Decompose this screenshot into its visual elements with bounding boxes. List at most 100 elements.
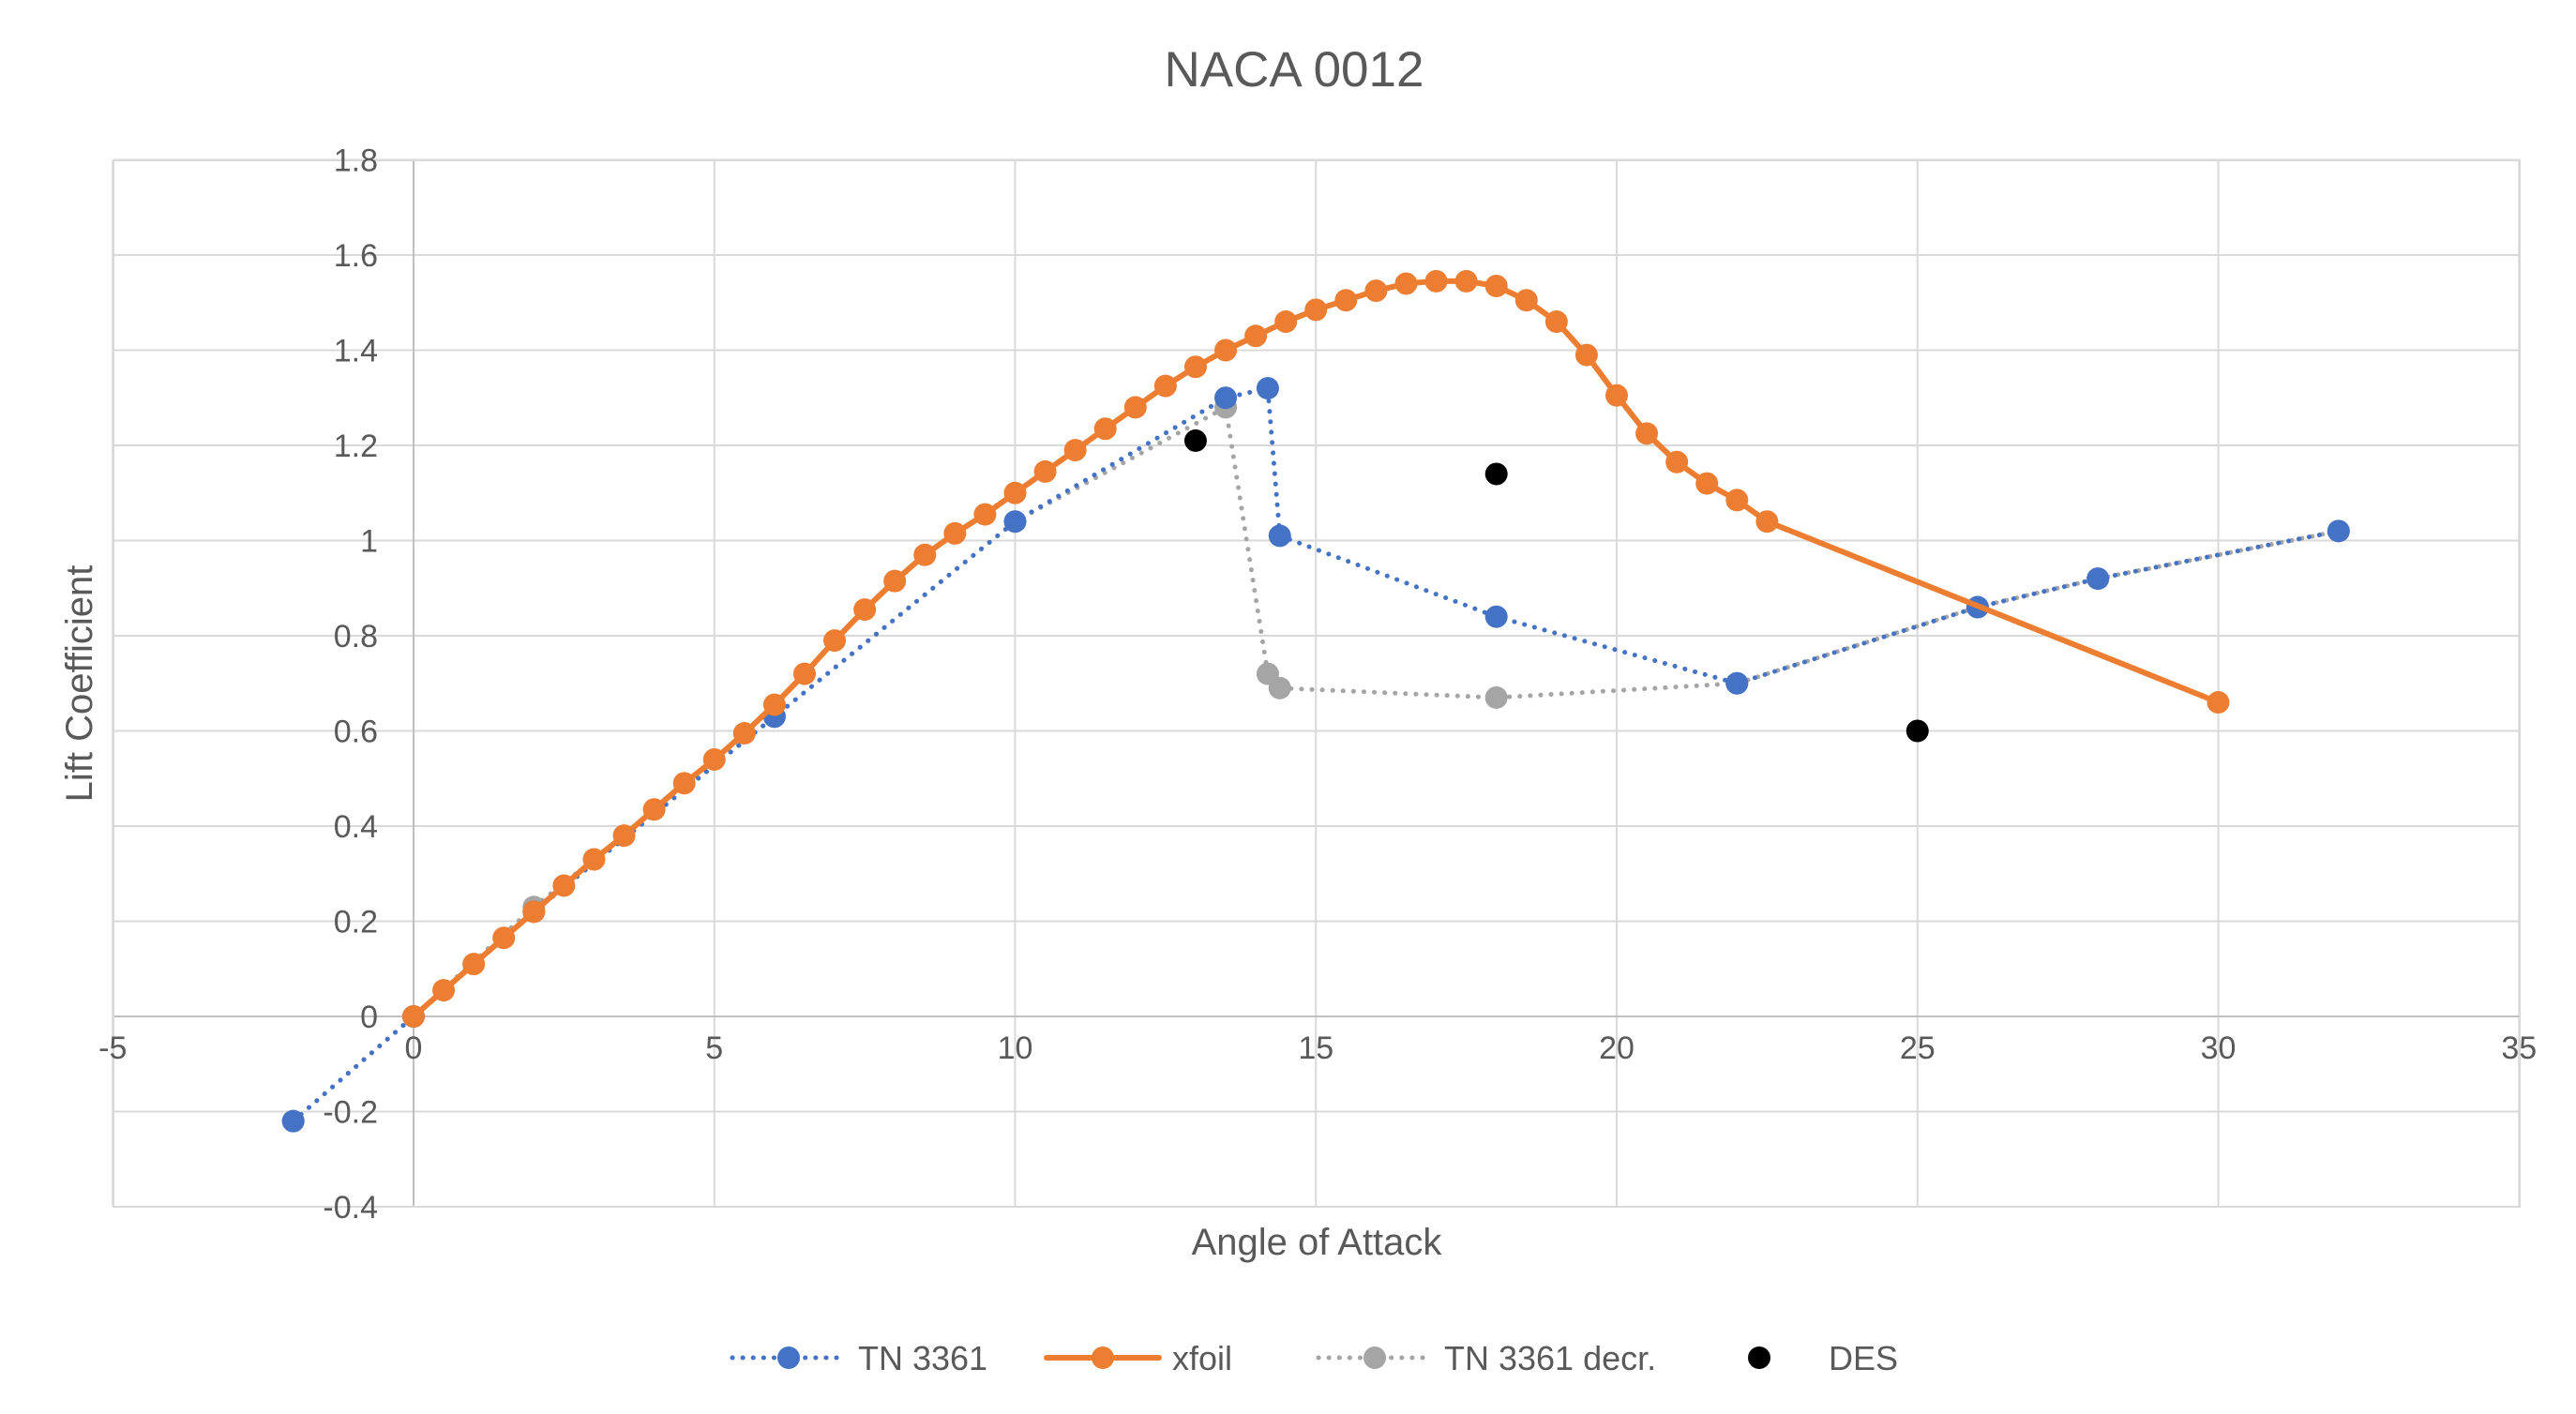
data-point [1635,422,1659,445]
series-group [402,269,2230,1028]
data-point [1268,676,1291,699]
x-tick-label: 20 [1599,1030,1634,1066]
legend-marker [1363,1346,1386,1369]
data-point [1544,310,1568,334]
data-point [1484,462,1508,486]
data-point [492,926,516,950]
data-point [702,747,726,771]
data-point [582,848,606,871]
chart-title: NACA 0012 [1165,42,1424,98]
data-point [1033,459,1057,483]
data-point [612,824,636,848]
y-tick-label: 1.6 [334,238,378,274]
x-tick-label: 10 [998,1030,1033,1066]
data-point [402,1005,425,1028]
y-tick-label: 1 [360,524,378,560]
data-point [973,503,997,526]
legend-label: TN 3361 decr. [1444,1339,1656,1377]
x-tick-label: 5 [705,1030,723,1066]
legend-marker [1092,1346,1114,1369]
data-point [432,979,456,1002]
y-tick-label: -0.4 [323,1190,378,1226]
data-point [522,900,546,924]
data-point [1755,510,1779,534]
y-axis-title: Lift Coefficient [59,565,100,803]
data-point [1256,377,1279,400]
x-tick-label: 25 [1900,1030,1936,1066]
legend-item: TN 3361 [730,1339,987,1377]
y-tick-label: 0.2 [334,905,378,940]
data-point [1063,439,1087,462]
data-point [1304,298,1328,322]
y-tick-label: 0.8 [334,619,378,654]
data-point [1183,429,1207,452]
data-point [1003,481,1027,504]
data-point [883,569,907,593]
data-point [1123,396,1147,419]
data-point [1665,450,1689,474]
data-point [2207,691,2230,715]
data-point [1906,719,1929,743]
data-point [1725,671,1749,695]
data-point [552,874,576,897]
x-axis-title: Angle of Attack [1192,1222,1443,1263]
y-tick-label: -0.2 [323,1095,378,1131]
data-point [762,693,786,716]
legend-label: DES [1829,1339,1898,1377]
data-point [1214,338,1238,362]
data-point [1514,289,1538,312]
data-point [1424,269,1448,293]
data-point [1454,269,1478,293]
data-point [1274,310,1298,334]
data-point [1003,510,1027,534]
legend: TN 3361 xfoil TN 3361 decr. DES [730,1339,1898,1377]
data-point [462,953,486,976]
data-point [1268,524,1291,548]
data-point [943,521,967,545]
x-tick-label: 15 [1298,1030,1333,1066]
data-point [823,629,847,653]
x-tick-label: 30 [2201,1030,2237,1066]
data-point [1214,386,1238,410]
x-tick-label: 35 [2501,1030,2537,1066]
y-tick-label: 1.2 [334,429,378,464]
data-point [1484,274,1508,297]
data-point [1725,489,1749,512]
legend-item: TN 3361 decr. [1316,1339,1656,1377]
y-tick-label: 0.4 [334,809,378,845]
data-point [672,772,696,795]
legend-item: xfoil [1044,1339,1232,1377]
legend-label: TN 3361 [858,1339,987,1377]
series-group [1183,429,1929,743]
gridlines [112,158,2521,1208]
data-point [1093,417,1117,441]
plot-frame [113,159,2521,1208]
data-point [1484,685,1508,709]
data-point [913,543,937,566]
x-tick-label: -5 [98,1030,127,1066]
legend-marker [777,1346,800,1369]
data-point [1605,384,1628,407]
data-point [1153,374,1177,398]
legend-marker [1748,1346,1770,1369]
data-point [1484,605,1508,628]
data-point [2327,519,2350,543]
data-point [853,598,877,622]
legend-item: DES [1748,1339,1898,1377]
y-tick-label: 0.6 [334,715,378,750]
data-point [1334,289,1358,312]
data-point [1244,324,1268,348]
data-point [1695,472,1719,495]
legend-label: xfoil [1172,1339,1232,1377]
data-point [281,1109,305,1133]
y-tick-label: 0 [360,1000,378,1035]
data-point [1183,355,1207,379]
data-point [1394,272,1418,295]
data-point [1364,279,1388,303]
tick-labels: -5 0 5 10 15 20 25 30 35 -0.4 -0.2 0 0.2 0.4 0.6 0.8 1 1.… [98,143,2537,1226]
data-point [792,662,816,685]
y-tick-label: 1.4 [334,334,378,369]
data-point [642,798,666,821]
